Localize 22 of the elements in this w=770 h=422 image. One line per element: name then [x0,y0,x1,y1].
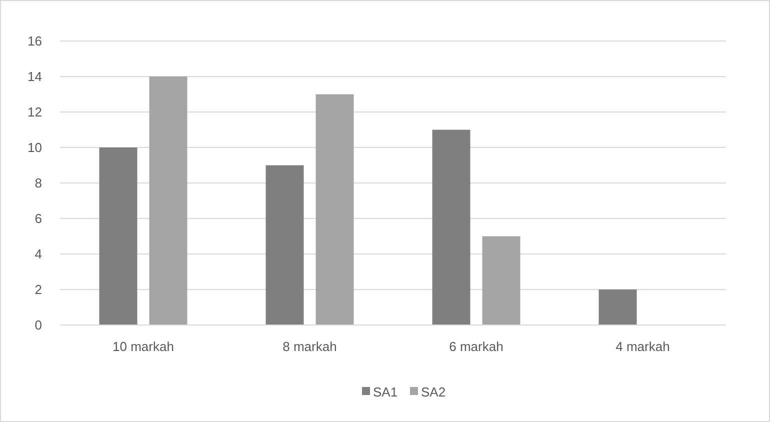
y-tick-label: 10 [28,140,42,156]
bar [266,165,304,325]
y-tick-label: 8 [34,176,42,191]
legend-label: SA2 [421,384,446,400]
x-tick-label: 4 markah [616,339,670,354]
y-tick-label: 0 [34,318,42,333]
bar [149,76,188,325]
y-tick-label: 16 [28,34,42,49]
x-tick-label: 6 markah [449,339,504,354]
x-tick-label: 10 markah [112,339,174,354]
y-tick-label: 6 [34,211,42,226]
y-tick-label: 2 [34,282,42,298]
bar [99,148,138,325]
x-tick-label: 8 markah [282,339,337,354]
legend-label: SA1 [373,384,398,400]
bar [482,236,520,325]
bar [598,290,637,325]
y-tick-label: 12 [28,104,42,120]
y-tick-label: 4 [34,246,42,262]
y-tick-label: 14 [28,69,42,84]
bar [316,94,354,325]
bar [432,130,470,325]
